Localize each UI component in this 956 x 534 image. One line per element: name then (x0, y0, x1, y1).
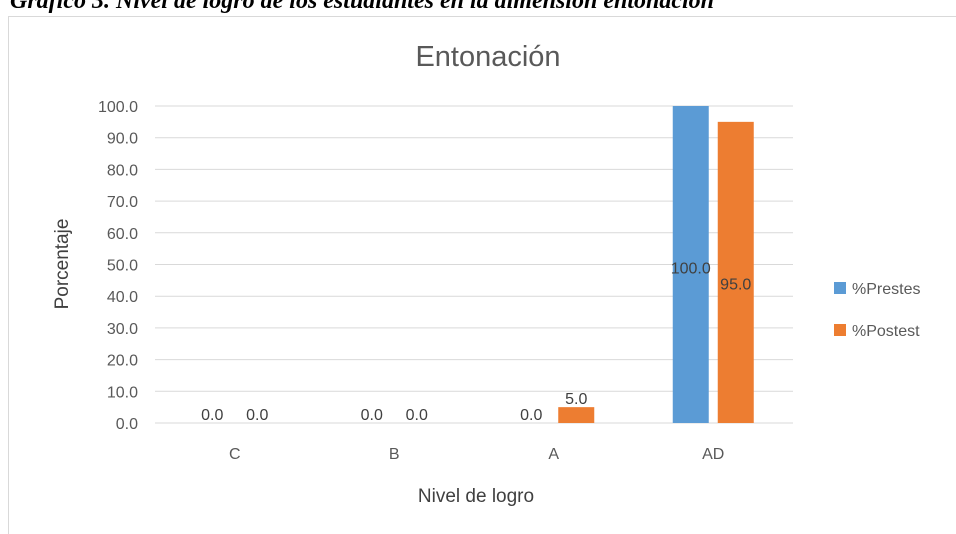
y-tick-label: 50.0 (107, 258, 138, 275)
legend: %Prestes %Postest (834, 281, 920, 340)
legend-label: %Postest (852, 323, 920, 340)
x-tick-label: C (229, 446, 241, 463)
bar (558, 407, 595, 423)
y-tick-label: 100.0 (98, 99, 138, 116)
bars (558, 106, 754, 423)
x-tick-label: B (389, 446, 400, 463)
x-axis-title: Nivel de logro (418, 486, 534, 507)
data-label: 0.0 (520, 407, 542, 424)
legend-swatch (834, 282, 846, 294)
x-axis-ticks: C B A AD (229, 446, 724, 463)
x-tick-label: A (548, 446, 559, 463)
chart-title: Entonación (415, 41, 560, 73)
data-label: 0.0 (406, 407, 428, 424)
bar (717, 121, 754, 423)
figure-caption: Gráfico 3. Nivel de logro de los estudia… (0, 0, 956, 18)
y-tick-label: 80.0 (107, 162, 138, 179)
x-tick-label: AD (702, 446, 724, 463)
data-label: 100.0 (671, 261, 711, 278)
data-label: 5.0 (565, 391, 587, 408)
data-labels: 0.0 0.0 0.0 0.0 0.0 5.0 100.0 95.0 (201, 261, 751, 425)
y-tick-label: 30.0 (107, 321, 138, 338)
data-label: 0.0 (201, 407, 223, 424)
legend-swatch (834, 324, 846, 336)
chart-frame (8, 16, 956, 534)
figure-caption-text: Gráfico 3. Nivel de logro de los estudia… (10, 0, 715, 14)
data-label: 95.0 (720, 276, 751, 293)
y-tick-label: 40.0 (107, 289, 138, 306)
y-tick-label: 70.0 (107, 194, 138, 211)
y-tick-label: 20.0 (107, 353, 138, 370)
y-tick-label: 60.0 (107, 226, 138, 243)
y-tick-label: 90.0 (107, 131, 138, 148)
y-tick-label: 0.0 (116, 416, 138, 433)
y-axis-ticks: 0.0 10.0 20.0 30.0 40.0 50.0 60.0 70.0 80.0 90.0 1… (98, 99, 138, 433)
data-label: 0.0 (361, 407, 383, 424)
bar (672, 106, 709, 423)
legend-label: %Prestes (852, 281, 920, 298)
y-axis-title: Porcentaje (52, 219, 73, 310)
y-tick-label: 10.0 (107, 384, 138, 401)
data-label: 0.0 (246, 407, 268, 424)
